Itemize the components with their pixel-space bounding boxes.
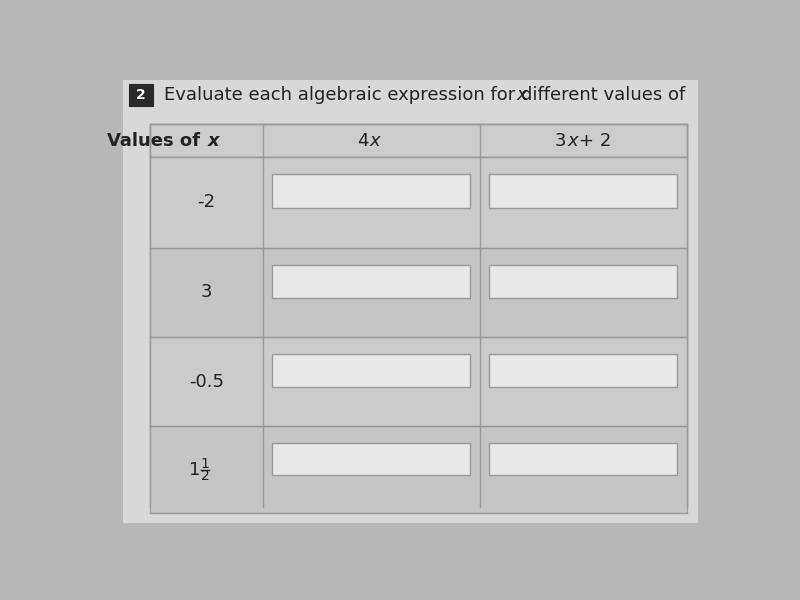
Bar <box>489 354 678 387</box>
Bar <box>150 337 686 426</box>
Bar <box>489 265 678 298</box>
Text: x: x <box>516 86 526 104</box>
Text: 1: 1 <box>201 457 210 470</box>
Text: -0.5: -0.5 <box>189 373 224 391</box>
Bar <box>489 173 678 208</box>
Text: Values of: Values of <box>107 131 206 149</box>
Text: x: x <box>568 131 578 149</box>
Bar <box>150 124 686 507</box>
Text: 4: 4 <box>357 131 368 149</box>
Text: -2: -2 <box>198 193 215 211</box>
Bar <box>123 80 697 116</box>
Bar <box>150 426 686 513</box>
Text: 2: 2 <box>201 469 210 483</box>
Text: Evaluate each algebraic expression for different values of: Evaluate each algebraic expression for d… <box>163 86 690 104</box>
Text: 1: 1 <box>189 461 200 479</box>
Bar <box>150 157 686 248</box>
Text: x: x <box>370 131 380 149</box>
Text: + 2: + 2 <box>579 131 611 149</box>
Bar <box>150 124 686 157</box>
Text: 3: 3 <box>554 131 566 149</box>
Bar <box>272 354 470 387</box>
Bar <box>272 265 470 298</box>
Text: 3: 3 <box>201 283 212 301</box>
Bar <box>272 173 470 208</box>
Bar <box>272 443 470 475</box>
Text: .: . <box>522 86 528 104</box>
Bar <box>489 443 678 475</box>
Text: 2: 2 <box>136 88 146 102</box>
Bar <box>150 248 686 337</box>
Text: x: x <box>208 131 220 149</box>
Bar <box>130 85 153 106</box>
